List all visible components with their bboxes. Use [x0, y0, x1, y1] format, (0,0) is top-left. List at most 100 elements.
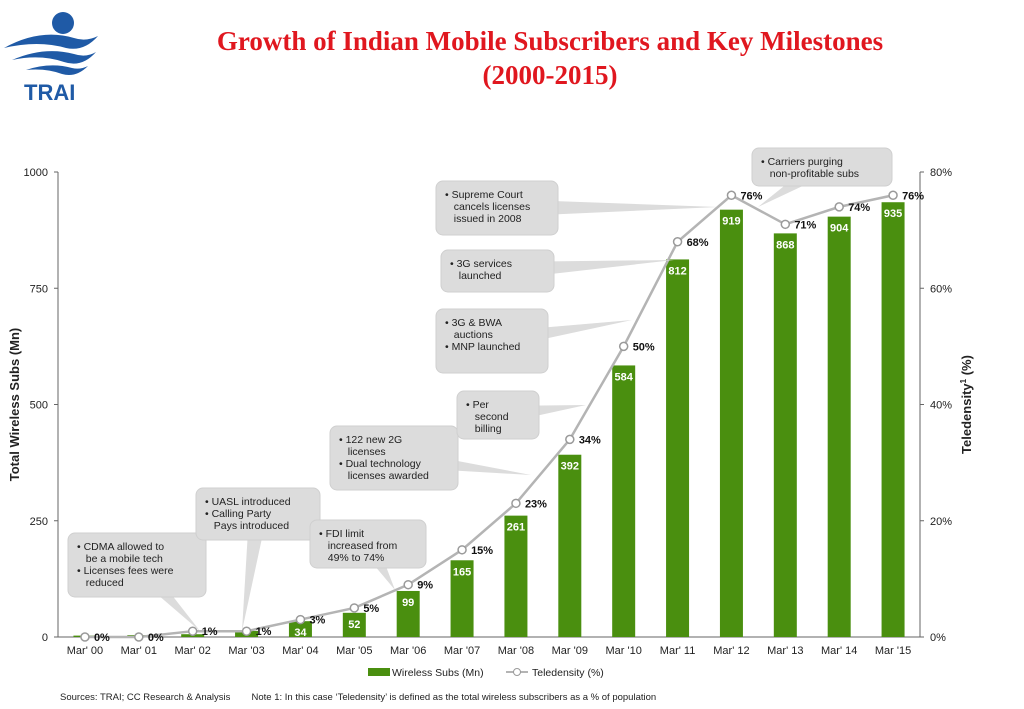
bar-value-label: 34 [294, 627, 307, 639]
chart-title-line-2: (2000-2015) [482, 60, 618, 90]
bar [827, 216, 851, 637]
footer-sources: Sources: TRAI; CC Research & Analysis [60, 692, 231, 703]
bar-value-label: 935 [884, 208, 902, 220]
y-axis-title-right-sup: 1 [959, 378, 968, 383]
x-tick-label: Mar '03 [228, 645, 264, 657]
x-tick-label: Mar '07 [444, 645, 480, 657]
teledensity-label: 0% [148, 632, 164, 644]
y-tick-label-right: 60% [930, 283, 952, 295]
legend-line-marker [513, 668, 521, 676]
legend-bar-swatch [368, 668, 390, 676]
callout-text: issued in 2008 [445, 213, 522, 225]
y-tick-label-left: 250 [30, 516, 48, 528]
teledensity-label: 3% [309, 615, 325, 627]
callout-text: increased from [319, 540, 397, 552]
callout-text: • Per [466, 399, 489, 411]
callout-box [309, 519, 427, 569]
y-tick-label-right: 20% [930, 516, 952, 528]
y-tick-label-right: 40% [930, 400, 952, 412]
teledensity-label: 74% [848, 202, 870, 214]
bar-value-label: 165 [453, 566, 471, 578]
x-tick-label: Mar' 00 [67, 645, 103, 657]
callout-text: • UASL introduced [205, 496, 291, 508]
logo-wave-2 [12, 51, 96, 64]
callout-text: licenses awarded [339, 470, 429, 482]
teledensity-point [403, 579, 413, 590]
callout-box [195, 487, 321, 541]
callout-text: billing [466, 423, 502, 435]
callout-text: be a mobile tech [77, 553, 163, 565]
callout-text: non-profitable subs [761, 168, 859, 180]
teledensity-point [726, 190, 737, 200]
x-tick-label: Mar '06 [390, 645, 426, 657]
y-tick-label-right: 80% [930, 167, 952, 179]
bar-value-label: 52 [348, 619, 360, 631]
x-tick-label: Mar' 14 [821, 645, 857, 657]
teledensity-label: 0% [94, 632, 110, 644]
callout-text: licenses [339, 446, 386, 458]
teledensity-point [349, 603, 360, 613]
bar [558, 454, 582, 637]
teledensity-point [187, 626, 198, 636]
y-axis-title-right-main: Teledensity [959, 383, 974, 454]
callout-box [440, 249, 555, 293]
bar-value-label: 99 [402, 597, 414, 609]
teledensity-point [457, 545, 467, 555]
bar [396, 590, 420, 637]
bar [450, 560, 474, 637]
callout-text: reduced [77, 577, 124, 589]
bar [719, 209, 743, 638]
teledensity-label: 50% [633, 341, 655, 353]
trai-logo: TRAI [4, 12, 98, 104]
callout-text: launched [450, 270, 502, 282]
teledensity-point [834, 202, 844, 212]
callout-text: • Supreme Court [445, 189, 523, 201]
bar-value-label: 919 [722, 216, 740, 228]
callout-text: • Dual technology [339, 458, 422, 470]
x-tick-label: Mar' 11 [660, 645, 696, 657]
teledensity-label: 68% [687, 237, 709, 249]
legend-bar-label: Wireless Subs (Mn) [392, 667, 484, 679]
bar [504, 515, 528, 637]
teledensity-point [134, 632, 144, 642]
teledensity-point [565, 434, 575, 445]
teledensity-label: 5% [363, 603, 379, 615]
y-tick-label-left: 1000 [24, 167, 48, 179]
bar-value-label: 868 [776, 239, 794, 251]
x-tick-label: Mar '09 [552, 645, 588, 657]
y-axis-title-right-suffix: (%) [959, 355, 974, 379]
callout-box [456, 390, 540, 440]
bar [666, 259, 690, 637]
logo-text: TRAI [24, 80, 75, 104]
callout-text: Pays introduced [205, 520, 289, 532]
callout-text: 49% to 74% [319, 552, 384, 564]
teledensity-label: 15% [471, 545, 493, 557]
x-tick-label: Mar' 12 [713, 645, 749, 657]
teledensity-label: 9% [417, 580, 433, 592]
teledensity-label: 76% [902, 190, 924, 202]
bar [773, 233, 797, 637]
bar [288, 621, 312, 637]
callout-box [751, 147, 893, 187]
bar [612, 365, 636, 637]
logo-head-mark [52, 12, 74, 34]
y-axis-title-left: Total Wireless Subs (Mn) [7, 328, 22, 482]
x-tick-label: Mar' 02 [175, 645, 211, 657]
callout-text: cancels licenses [445, 201, 530, 213]
legend-line-label: Teledensity (%) [532, 667, 604, 679]
y-tick-label-left: 0 [42, 632, 48, 644]
callout-pointer [242, 512, 267, 631]
teledensity-label: 23% [525, 498, 547, 510]
y-tick-label-left: 500 [30, 400, 48, 412]
callout-text: • FDI limit [319, 528, 364, 540]
bar-value-label: 392 [561, 461, 579, 473]
x-tick-label: Mar' 01 [121, 645, 157, 657]
teledensity-point [618, 341, 629, 352]
chart-footer: Sources: TRAI; CC Research & Analysis No… [60, 692, 656, 703]
x-tick-label: Mar '08 [498, 645, 534, 657]
callout-text: • MNP launched [445, 341, 520, 353]
teledensity-label: 1% [256, 626, 272, 638]
callout-box [435, 308, 549, 374]
callout-box [329, 425, 459, 491]
